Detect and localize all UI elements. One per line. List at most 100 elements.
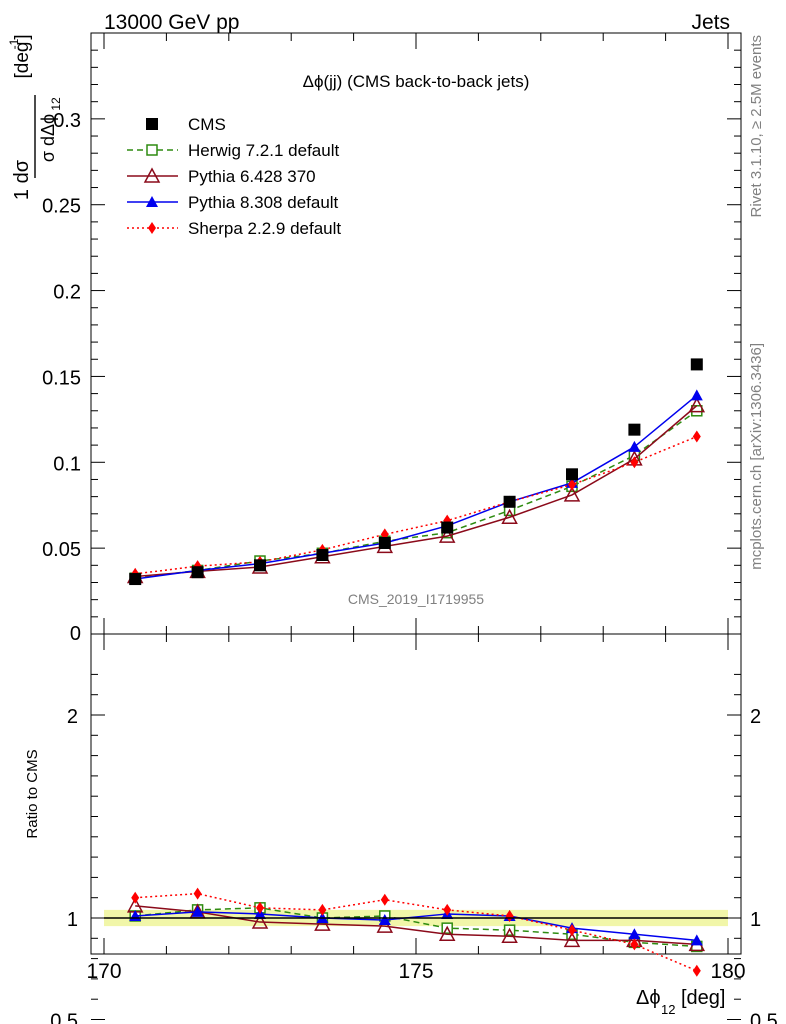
data-point xyxy=(688,397,706,413)
y-tick-label: 0 xyxy=(70,623,81,645)
data-point xyxy=(563,486,581,502)
data-point xyxy=(692,430,701,443)
ratio-point xyxy=(256,901,264,914)
data-point xyxy=(691,405,703,417)
legend-label: Pythia 8.308 default xyxy=(188,193,339,212)
data-point xyxy=(690,389,703,401)
ratio-y-tick-label: 2 xyxy=(67,706,78,728)
ratio-point xyxy=(443,903,452,916)
series-cms xyxy=(129,358,703,586)
y-title-denominator: σ dΔϕ xyxy=(38,114,58,162)
y-tick-label: 0.3 xyxy=(53,110,81,132)
data-point xyxy=(628,440,641,452)
legend-marker xyxy=(146,196,158,207)
series-pythia-6-428-370 xyxy=(126,397,706,584)
ratio-point xyxy=(378,914,391,926)
legend-label: Sherpa 2.2.9 default xyxy=(188,219,341,238)
watermark: CMS_2019_I1719955 xyxy=(348,591,484,607)
data-point xyxy=(441,521,454,534)
legend-item: Sherpa 2.2.9 default xyxy=(127,219,341,238)
ratio-series-pythia-6-428-370 xyxy=(126,897,706,952)
ratio-line xyxy=(135,907,697,948)
x-title-unit: [deg] xyxy=(681,987,725,1009)
data-point xyxy=(503,495,516,508)
ratio-line xyxy=(135,911,697,942)
data-point xyxy=(254,559,266,572)
main-plot: 0 0.05 0.1 0.15 0.2 0.25 0.3 Δϕ(jj) (CMS back-… xyxy=(42,32,742,645)
ratio-point xyxy=(438,925,456,941)
legend-item: Pythia 8.308 default xyxy=(127,193,339,212)
series-line xyxy=(135,435,698,575)
x-axis-title: Δϕ 12 [deg] xyxy=(636,987,725,1017)
y-tick-label: 0.2 xyxy=(53,282,81,304)
ratio-line xyxy=(135,905,697,946)
ratio-y-tick-label-right: 0.5 xyxy=(750,1011,778,1024)
y-tick-label: 0.25 xyxy=(42,196,81,218)
y-tick-label: 0.15 xyxy=(42,367,81,389)
x-tick-label: 175 xyxy=(398,960,433,983)
series-line xyxy=(135,405,698,578)
legend-label: Herwig 7.2.1 default xyxy=(188,141,339,160)
data-point xyxy=(191,566,204,579)
y-title-unit: [deg xyxy=(12,42,33,79)
chart-title: Δϕ(jj) (CMS back-to-back jets) xyxy=(303,72,530,91)
ratio-point xyxy=(692,964,701,977)
legend-item: Pythia 6.428 370 xyxy=(127,167,316,186)
legend-item: Herwig 7.2.1 default xyxy=(127,141,339,160)
legend-marker xyxy=(148,222,156,234)
data-point xyxy=(438,527,456,543)
ratio-series-sherpa-2-2-9-default xyxy=(131,887,701,977)
ratio-y-tick-label-right: 1 xyxy=(750,909,761,931)
y-title-superscript: -1 xyxy=(7,38,21,49)
y-tick-label: 0.05 xyxy=(42,539,81,561)
series-sherpa-2-2-9-default xyxy=(131,430,701,580)
series-herwig-7-2-1-default xyxy=(129,405,703,584)
ratio-point xyxy=(628,928,641,940)
series-line xyxy=(135,410,698,579)
data-point xyxy=(630,456,639,469)
header-left: 13000 GeV pp xyxy=(104,11,239,34)
ratio-point xyxy=(568,924,576,937)
data-point xyxy=(501,508,518,524)
data-point xyxy=(690,358,703,371)
data-point xyxy=(129,573,142,586)
ratio-y-tick-label-right: 2 xyxy=(750,706,761,728)
ratio-y-title: Ratio to CMS xyxy=(24,749,41,838)
x-title-main: Δϕ xyxy=(636,987,661,1009)
legend-label: Pythia 6.428 370 xyxy=(188,167,316,186)
ratio-point xyxy=(193,887,202,900)
y-title-numerator: 1 dσ xyxy=(11,159,33,200)
legend-item: CMS xyxy=(146,115,226,134)
series-pythia-8-308-default xyxy=(129,389,703,585)
legend-marker xyxy=(146,144,158,156)
data-point xyxy=(568,478,576,491)
ratio-point xyxy=(563,931,581,948)
side-label-mcplots: mcplots.cern.ch [arXiv:1306.3436] xyxy=(748,343,765,570)
ratio-y-tick-label: 1 xyxy=(67,909,78,931)
y-title-subscript: 12 xyxy=(49,97,63,111)
legend-marker xyxy=(143,167,161,183)
x-title-subscript: 12 xyxy=(661,1002,675,1017)
ratio-point xyxy=(501,927,518,944)
legend-label: CMS xyxy=(188,115,226,134)
ratio-point xyxy=(131,891,140,904)
y-tick-label: 0.1 xyxy=(53,453,81,475)
ratio-point xyxy=(314,915,331,931)
data-point xyxy=(316,549,329,562)
ratio-point xyxy=(191,905,204,917)
y-title-close: ] xyxy=(12,34,33,39)
ratio-point xyxy=(380,893,389,906)
ratio-frame xyxy=(90,633,742,955)
ratio-point xyxy=(251,913,269,929)
legend: CMS Herwig 7.2.1 default Pythia 6.428 370 P… xyxy=(127,115,341,238)
ratio-point xyxy=(318,903,327,916)
ratio-plot: 0.5 0.51 12 2 170 175 180 Ratio to CMS xyxy=(24,633,778,1024)
ratio-y-tick-label: 0.5 xyxy=(50,1011,78,1024)
x-tick-label: 180 xyxy=(710,960,745,983)
data-point xyxy=(566,468,578,481)
x-tick-label: 170 xyxy=(86,960,121,983)
ratio-point xyxy=(376,917,394,933)
y-axis-title: 1 dσ σ dΔϕ 12 [deg -1 ] xyxy=(7,34,63,200)
data-point xyxy=(628,423,641,436)
